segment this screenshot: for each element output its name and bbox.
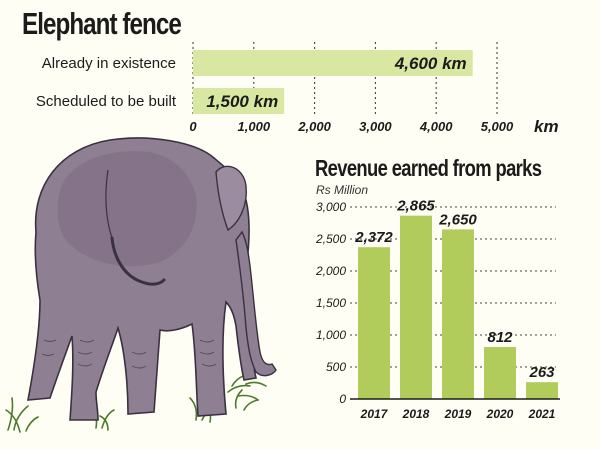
elephant-illustration xyxy=(5,137,277,433)
fence-bar-value-label: 1,500 km xyxy=(206,92,278,111)
revenue-y-tick-label: 3,000 xyxy=(316,200,346,214)
revenue-y-tick-label: 1,000 xyxy=(316,328,346,342)
fence-category-labels: Already in existence Scheduled to be buil… xyxy=(36,55,177,110)
revenue-bar xyxy=(442,229,474,399)
revenue-y-tick-label: 2,500 xyxy=(315,232,346,246)
fence-bar xyxy=(193,50,473,76)
fence-x-tick-label: 1,000 xyxy=(238,119,271,134)
revenue-x-tick-label: 2019 xyxy=(444,407,472,421)
revenue-bars xyxy=(358,215,558,399)
revenue-y-tick-label: 2,000 xyxy=(315,264,346,278)
fence-x-axis-label: km xyxy=(534,117,559,136)
fence-x-tick-label: 2,000 xyxy=(297,119,331,134)
revenue-bar xyxy=(526,382,558,399)
fence-category-label: Scheduled to be built xyxy=(36,93,177,110)
revenue-chart-title: Revenue earned from parks xyxy=(315,155,542,181)
fence-bars: 4,600 km 1,500 km xyxy=(193,50,473,114)
revenue-bar xyxy=(400,215,432,399)
fence-category-label: Already in existence xyxy=(42,55,176,72)
revenue-y-tick-label: 0 xyxy=(339,392,346,406)
revenue-y-tick-label: 1,500 xyxy=(316,296,346,310)
fence-bar-value-label: 4,600 km xyxy=(394,54,467,73)
revenue-bar xyxy=(484,347,516,399)
fence-x-tick-labels: 0 1,000 2,000 3,000 4,000 5,000 xyxy=(189,119,514,134)
revenue-x-tick-labels: 2017 2018 2019 2020 2021 xyxy=(360,407,556,421)
revenue-x-tick-label: 2018 xyxy=(402,407,430,421)
revenue-bar-value-label: 2,865 xyxy=(396,198,435,215)
fence-x-tick-label: 5,000 xyxy=(481,119,514,134)
revenue-bar-value-label: 812 xyxy=(487,329,513,346)
revenue-bar-value-label: 2,372 xyxy=(354,229,393,246)
revenue-y-tick-labels: 0 500 1,000 1,500 2,000 2,500 3,000 xyxy=(315,200,346,406)
revenue-y-axis-label: Rs Million xyxy=(316,183,369,197)
revenue-bar-value-label: 2,650 xyxy=(438,211,477,228)
fence-x-tick-label: 4,000 xyxy=(419,119,453,134)
revenue-gridlines xyxy=(350,206,556,368)
revenue-x-tick-label: 2021 xyxy=(528,407,556,421)
revenue-bar xyxy=(358,247,390,399)
fence-x-tick-label: 3,000 xyxy=(359,119,392,134)
revenue-y-tick-label: 500 xyxy=(326,360,346,374)
revenue-x-tick-label: 2020 xyxy=(486,407,514,421)
fence-x-tick-label: 0 xyxy=(189,119,197,134)
fence-bar xyxy=(193,88,285,114)
revenue-bar-value-label: 263 xyxy=(528,364,555,381)
revenue-x-tick-label: 2017 xyxy=(360,407,389,421)
fence-chart-title: Elephant fence xyxy=(22,6,182,41)
